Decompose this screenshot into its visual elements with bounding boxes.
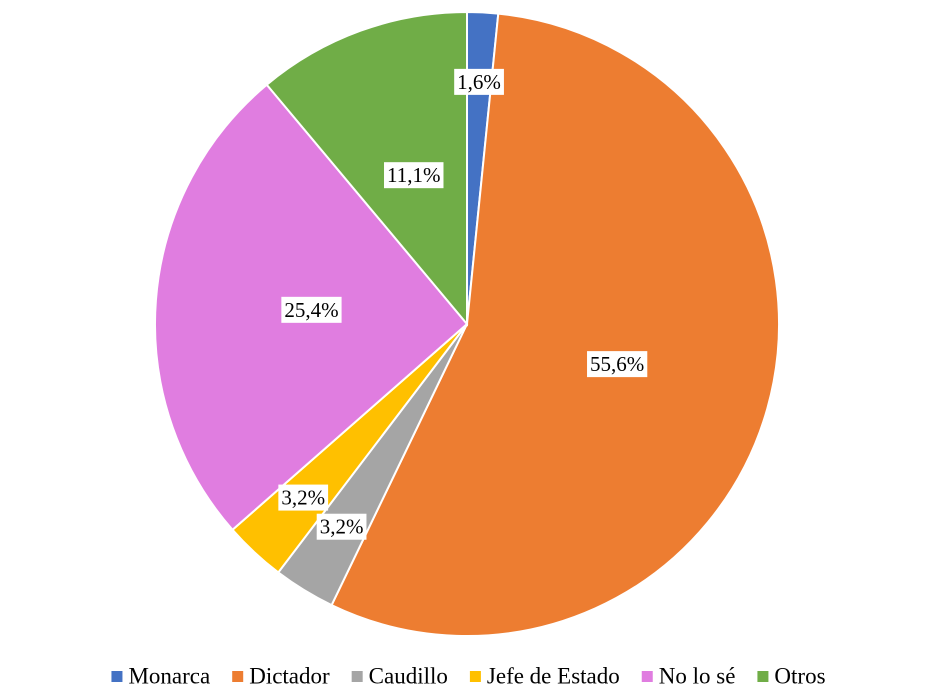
data-label-text: 55,6%	[590, 352, 644, 376]
data-label: 3,2%	[316, 513, 367, 540]
legend-label: Otros	[774, 663, 825, 688]
legend-swatch	[469, 671, 481, 682]
legend-label: No lo sé	[659, 663, 736, 688]
legend-swatch	[351, 671, 363, 682]
data-label: 1,6%	[454, 68, 504, 95]
data-label: 55,6%	[587, 351, 648, 378]
legend-swatch	[757, 671, 769, 682]
legend-swatch	[232, 671, 244, 682]
legend-label: Dictador	[249, 663, 330, 688]
data-label-text: 25,4%	[284, 298, 338, 322]
legend-swatch	[111, 671, 123, 682]
pie-slice	[330, 12, 780, 637]
data-label: 11,1%	[384, 162, 444, 189]
data-label: 3,2%	[278, 484, 329, 511]
data-label-bg	[454, 68, 504, 95]
legend-swatch	[641, 671, 653, 682]
legend-label: Jefe de Estado	[487, 663, 620, 688]
legend-label: Caudillo	[369, 663, 448, 688]
data-label-text: 1,6%	[457, 70, 501, 94]
data-label-text: 11,1%	[387, 163, 440, 187]
data-label-bg	[278, 484, 329, 511]
legend-label: Monarca	[128, 663, 210, 688]
pie-slice	[265, 10, 468, 327]
data-label-bg	[587, 351, 648, 378]
data-label: 25,4%	[281, 296, 342, 323]
data-label-bg	[316, 513, 367, 540]
data-label-bg	[384, 162, 444, 189]
data-label-text: 3,2%	[320, 515, 364, 539]
data-label-text: 3,2%	[281, 486, 325, 510]
data-label-bg	[281, 296, 342, 323]
legend: Monarca Dictador Caudillo Jefe de Estado No …	[111, 663, 826, 688]
